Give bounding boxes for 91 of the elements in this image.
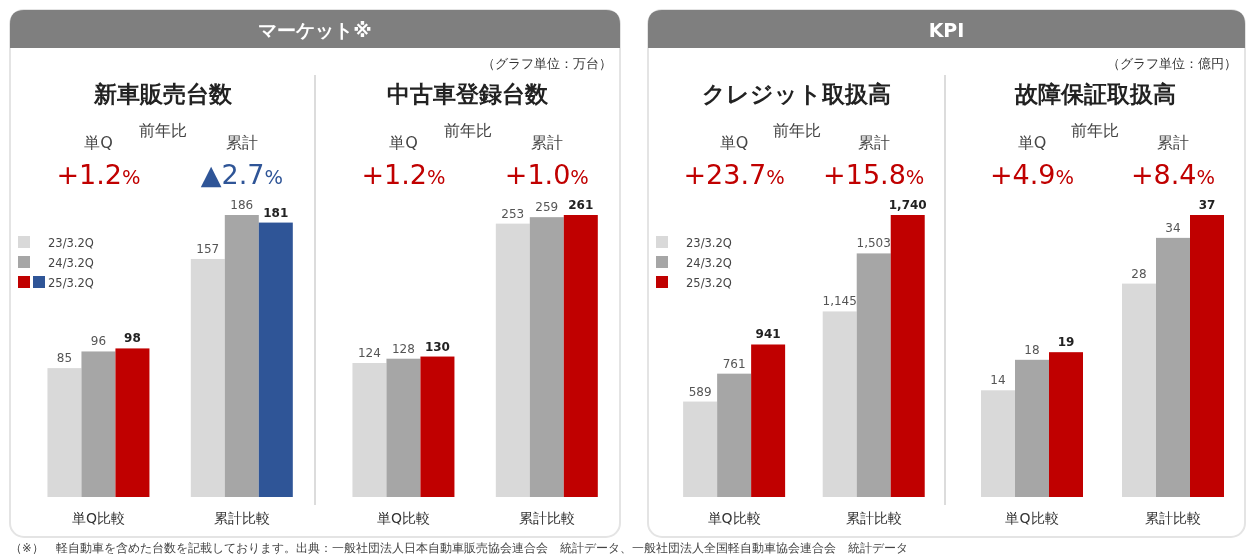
x-tick-label: 累計比較 <box>213 510 270 526</box>
bar <box>981 390 1015 497</box>
bar <box>420 356 455 497</box>
legend-label: 24/3.2Q <box>48 256 94 270</box>
bar <box>258 222 293 497</box>
x-tick-label: 単Q比較 <box>376 510 430 526</box>
data-label: 130 <box>424 339 450 354</box>
bar <box>856 253 891 497</box>
data-label: 18 <box>1024 342 1040 357</box>
data-label: 761 <box>722 356 746 371</box>
bar <box>115 348 150 497</box>
bar <box>1190 215 1224 497</box>
text: 累計 <box>530 133 563 152</box>
chart-title: 新車販売台数 <box>92 81 233 107</box>
bar <box>1122 283 1156 497</box>
data-label: 261 <box>568 198 594 212</box>
bar <box>1015 359 1049 497</box>
text: （※） 軽自動車を含めた台数を記載しております。出典：一般社団法人日本自動車販売協会連合会 統計データ、一般社団法人全国軽自動車協会連合会 統計データ <box>10 541 908 555</box>
bar <box>495 223 530 497</box>
text: （グラフ単位：万台） <box>482 56 612 71</box>
legend-label: 25/3.2Q <box>48 276 94 290</box>
data-label: 1,503 <box>856 236 891 251</box>
data-label: 124 <box>358 346 381 361</box>
bar <box>224 215 259 497</box>
legend-label: 23/3.2Q <box>686 236 732 250</box>
bar <box>751 344 786 497</box>
text: +15.8% <box>823 159 925 190</box>
bar <box>683 401 718 497</box>
data-label: 253 <box>501 206 525 221</box>
text: 累計 <box>1157 133 1189 152</box>
text: 単Q <box>719 133 749 152</box>
legend-label: 25/3.2Q <box>686 276 732 290</box>
legend-label: 24/3.2Q <box>686 256 732 270</box>
x-tick-label: 単Q比較 <box>1005 510 1059 526</box>
text: +1.2% <box>56 159 141 190</box>
bar <box>386 358 421 497</box>
x-tick-label: 累計比較 <box>518 510 575 526</box>
bar <box>190 258 225 497</box>
data-label: 128 <box>392 341 415 356</box>
text: +8.4% <box>1130 159 1216 190</box>
text: ▲2.7% <box>200 159 283 190</box>
data-label: 85 <box>56 351 73 366</box>
data-label: 259 <box>535 200 559 215</box>
data-label: 1,740 <box>888 198 927 212</box>
data-label: 186 <box>230 198 254 212</box>
bar <box>1156 237 1190 497</box>
x-tick-label: 累計比較 <box>1145 510 1201 526</box>
data-label: 98 <box>124 331 141 346</box>
data-label: 157 <box>196 241 220 256</box>
data-label: 1,145 <box>822 294 857 309</box>
data-label: 19 <box>1057 335 1075 350</box>
text: 累計 <box>857 133 890 152</box>
data-label: 37 <box>1198 198 1216 212</box>
bar <box>352 363 387 497</box>
bar <box>81 351 116 497</box>
data-label: 14 <box>990 373 1006 388</box>
data-label: 34 <box>1165 220 1181 235</box>
text: 単Q <box>389 133 418 152</box>
text: マーケット※ <box>258 19 372 41</box>
bar <box>1049 352 1083 497</box>
chart-title: 中古車登録台数 <box>387 81 549 107</box>
bar <box>717 373 752 497</box>
text: +1.2% <box>361 159 446 190</box>
text: （グラフ単位：億円） <box>1107 56 1237 71</box>
data-label: 28 <box>1131 266 1147 281</box>
text: KPI <box>928 19 965 41</box>
chart-title: クレジット取扱高 <box>702 81 891 107</box>
bar <box>47 368 82 497</box>
text: 前年比 <box>138 121 187 140</box>
text: +4.9% <box>989 159 1075 190</box>
text: +23.7% <box>683 159 785 190</box>
bar <box>563 215 598 497</box>
bar <box>822 311 857 497</box>
text: 前年比 <box>1071 121 1119 140</box>
text: 単Q <box>1017 133 1047 152</box>
chart-title: 故障保証取扱高 <box>1013 81 1176 107</box>
text: 前年比 <box>443 121 492 140</box>
text: 累計 <box>225 133 258 152</box>
x-tick-label: 累計比較 <box>845 510 902 526</box>
x-tick-label: 単Q比較 <box>707 510 761 526</box>
data-label: 589 <box>688 384 712 399</box>
bar <box>890 215 925 497</box>
text: 単Q <box>84 133 113 152</box>
data-label: 181 <box>263 205 289 220</box>
text: +1.0% <box>504 159 589 190</box>
data-label: 96 <box>90 334 107 349</box>
text: 前年比 <box>772 121 821 140</box>
bar <box>529 217 564 497</box>
legend-label: 23/3.2Q <box>48 236 94 250</box>
data-label: 941 <box>755 327 781 342</box>
x-tick-label: 単Q比較 <box>71 510 125 526</box>
